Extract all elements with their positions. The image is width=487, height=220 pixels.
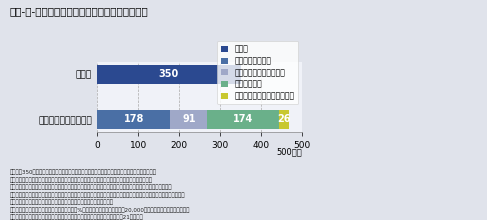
Text: 91: 91 [182,114,196,124]
Legend: 投資額, 雇用者所得誘発額, その他粗付加価値誘発額, 光熱費削減額, 温室効果ガス削減クレジット: 投資額, 雇用者所得誘発額, その他粗付加価値誘発額, 光熱費削減額, 温室効果… [217,41,298,104]
Bar [279,110,289,129]
Text: 500億円: 500億円 [276,147,302,156]
Text: 注１：約350億円の投資を行った場合の経済波及効果について、高知県産業連関表等を用いて試算
　２：域内の所得向上の効果を把握するため、生産誘発効果ではなく、付加: 注１：約350億円の投資を行った場合の経済波及効果について、高知県産業連関表等を… [10,170,190,220]
Bar [170,110,207,129]
Text: 174: 174 [233,114,253,124]
Bar [97,65,241,84]
Text: 178: 178 [124,114,144,124]
Text: 26: 26 [277,114,291,124]
Bar [97,110,170,129]
Bar [207,110,279,129]
Text: 図３-２-１　地球温暖化対策の地域経済への効果: 図３-２-１ 地球温暖化対策の地域経済への効果 [10,7,149,16]
Text: 350: 350 [159,69,179,79]
